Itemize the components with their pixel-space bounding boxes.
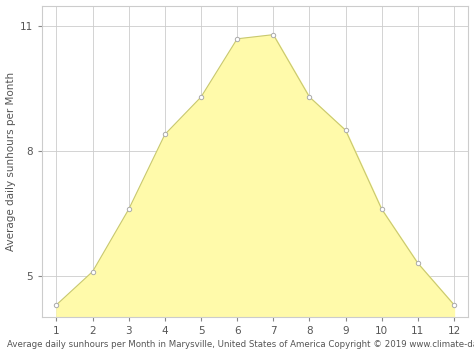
Point (197, 94, 205, 100)
Point (233, 36, 241, 42)
Point (378, 206, 385, 212)
Point (342, 127, 349, 133)
Y-axis label: Average daily sunhours per Month: Average daily sunhours per Month (6, 72, 16, 251)
Point (125, 206, 133, 212)
Point (414, 260, 422, 266)
Point (161, 132, 169, 137)
X-axis label: Average daily sunhours per Month in Marysville, United States of America Copyrig: Average daily sunhours per Month in Mary… (7, 340, 474, 349)
Point (270, 32, 277, 38)
Point (53, 302, 60, 308)
Point (450, 302, 458, 308)
Point (306, 94, 313, 100)
Point (89, 269, 96, 274)
